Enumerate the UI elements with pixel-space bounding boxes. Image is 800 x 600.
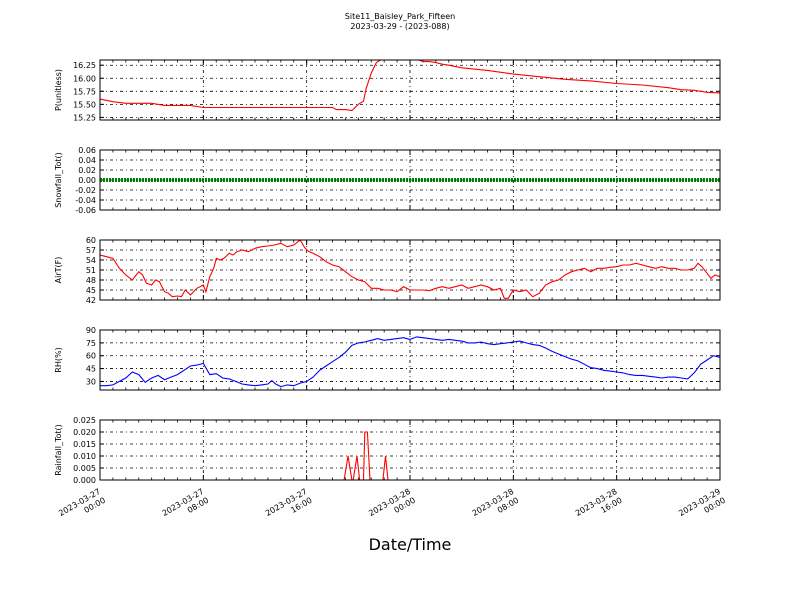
y-tick-label: 0.025	[73, 416, 96, 425]
y-axis-label: Rainfall_Tot()	[54, 424, 63, 476]
y-tick-label: 42	[86, 296, 96, 305]
y-tick-label: 0.06	[78, 146, 96, 155]
panel-4: 0.025 0.020 0.015 0.010 0.005 0.000 Rainfall_T…	[54, 416, 721, 485]
y-axis-label: AirT(F)	[54, 257, 63, 284]
y-tick-label: 15.25	[73, 113, 96, 122]
series-line-rainfall-tot-	[100, 431, 720, 480]
chart-subtitle: 2023-03-29 - (2023-088)	[350, 22, 449, 31]
panel-frame	[99, 149, 721, 211]
y-tick-label: 54	[86, 256, 96, 265]
y-axis-label: Snowfall_Tot()	[54, 152, 63, 208]
y-tick-label: 48	[86, 276, 96, 285]
x-axis-label: Date/Time	[369, 535, 452, 554]
x-tick-label: 2023-03-2708:00	[161, 487, 211, 527]
y-tick-label: -0.02	[75, 186, 96, 195]
chart-title: Site11_Baisley_Park_Fifteen	[345, 12, 455, 21]
y-tick-label: -0.04	[75, 196, 96, 205]
y-tick-label: 0.000	[73, 476, 96, 485]
panel-1: 0.060.040.020.00-0.02-0.04-0.06 Snowfall_…	[54, 146, 721, 215]
y-tick-label: 0.010	[73, 452, 96, 461]
y-tick-label: 0.04	[78, 156, 96, 165]
panel-frame	[99, 419, 721, 481]
x-tick-label: 2023-03-2800:00	[367, 487, 417, 527]
y-tick-label: 57	[86, 246, 96, 255]
y-tick-label: 16.25	[73, 61, 96, 70]
y-tick-label: 60	[86, 352, 96, 361]
y-tick-label: 15.50	[73, 100, 96, 109]
y-tick-label: 0.015	[73, 440, 96, 449]
y-tick-label: 45	[86, 286, 96, 295]
panel-frame	[99, 329, 721, 391]
panel-frame	[99, 239, 721, 301]
x-tick-label: 2023-03-2700:00	[57, 487, 107, 527]
series-line-p-unitless-	[100, 60, 720, 112]
panel-frame	[99, 59, 721, 121]
x-tick-label: 2023-03-2716:00	[264, 487, 314, 527]
x-tick-labels: 2023-03-2700:00 2023-03-2708:00 2023-03-27…	[57, 487, 727, 527]
panel-3: 90 75 60 45 30 RH(%)	[54, 326, 721, 391]
y-tick-label: 0.005	[73, 464, 96, 473]
x-tick-label: 2023-03-2808:00	[471, 487, 521, 527]
x-tick-label: 2023-03-2900:00	[677, 487, 727, 527]
y-tick-label: 0.02	[78, 166, 96, 175]
y-tick-label: 90	[86, 326, 96, 335]
y-tick-label: 30	[86, 377, 96, 386]
y-tick-label: 0.00	[78, 176, 96, 185]
y-tick-label: 0.020	[73, 428, 96, 437]
y-tick-label: 51	[86, 266, 96, 275]
y-tick-label: 45	[86, 365, 96, 374]
y-tick-label: 16.00	[73, 74, 96, 83]
series-line-rh-	[100, 336, 720, 388]
y-tick-label: -0.06	[75, 206, 96, 215]
y-tick-label: 75	[86, 339, 96, 348]
panels-group: 16.25 16.00 15.75 15.50 15.25 P(unitless) 0.06…	[54, 59, 721, 485]
x-tick-label: 2023-03-2816:00	[574, 487, 624, 527]
series-line-airt-f-	[100, 240, 720, 299]
y-tick-label: 60	[86, 236, 96, 245]
panel-0: 16.25 16.00 15.75 15.50 15.25 P(unitless)	[54, 59, 721, 122]
y-axis-label: RH(%)	[54, 347, 63, 372]
y-axis-label: P(unitless)	[54, 69, 63, 111]
y-tick-label: 15.75	[73, 87, 96, 96]
